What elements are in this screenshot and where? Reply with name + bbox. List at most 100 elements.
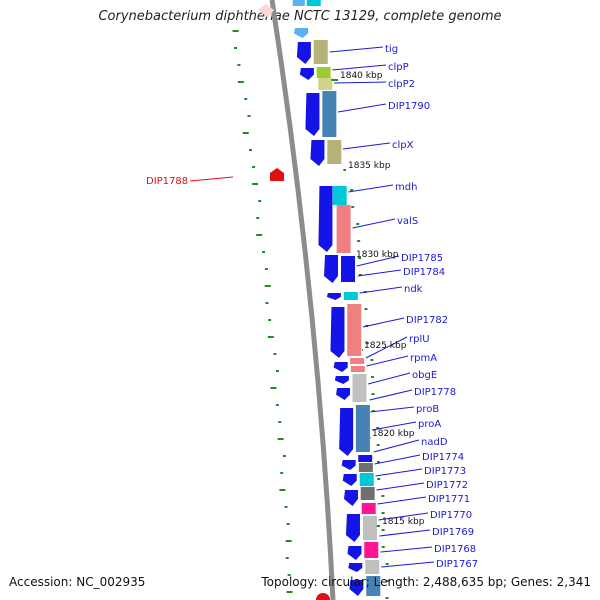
gc-skew-mark <box>258 200 262 202</box>
gc-skew-mark <box>232 30 239 32</box>
gene-label: clpX <box>392 140 414 151</box>
gc-skew-mark <box>365 342 369 344</box>
gc-skew-mark <box>234 47 238 49</box>
gc-skew-mark <box>279 489 286 491</box>
gene-arrow <box>349 580 364 596</box>
gc-skew-mark <box>286 523 290 525</box>
label-leader-line <box>338 103 387 113</box>
gene-arrow <box>330 307 345 358</box>
gene-arrow <box>336 388 351 400</box>
outer-feature: DIP1788 <box>146 168 284 187</box>
gene-arrow <box>318 186 333 252</box>
gene-block <box>361 503 376 514</box>
label-leader-line <box>381 561 435 568</box>
gene-block <box>336 205 351 253</box>
gene-label: DIP1770 <box>430 510 472 521</box>
gene-label: DIP1771 <box>428 494 470 505</box>
gc-skew-mark <box>385 563 389 565</box>
kbp-tick-label: 1825 kbp <box>364 341 407 351</box>
label-leader-line <box>334 81 387 84</box>
outer-feature-leader <box>189 176 234 182</box>
gene-label: DIP1785 <box>401 253 443 264</box>
gene-labels: tig clpP clpP2 DIP1790 clpX mdh valS DIP1785 DIP… <box>385 44 478 570</box>
label-leader-line <box>356 255 400 267</box>
map-title: Corynebacterium diphtheriae NCTC 13129, … <box>98 9 502 24</box>
gc-skew-mark <box>358 274 362 276</box>
gene-block <box>306 0 321 6</box>
label-leader-line <box>378 512 429 521</box>
label-leader-line <box>371 421 417 431</box>
gene-block <box>341 256 356 282</box>
gc-skew-mark <box>381 529 385 531</box>
gene-block <box>347 304 362 356</box>
gc-skew-mark <box>364 308 368 310</box>
gene-label: ndk <box>404 284 423 295</box>
label-leader-line <box>365 336 408 359</box>
gene-label: DIP1790 <box>388 101 430 112</box>
gc-skew-mark <box>356 223 360 225</box>
label-leader-line <box>376 482 425 491</box>
gene-label: DIP1774 <box>422 452 464 463</box>
gene-block <box>358 463 373 472</box>
gc-skew-mark <box>385 597 389 599</box>
gc-skew-mark <box>275 370 279 372</box>
gc-skew-mark <box>270 387 277 389</box>
gc-skew-mark <box>265 302 269 304</box>
label-leader-line <box>375 468 423 477</box>
gc-skew-mark <box>358 257 362 259</box>
kbp-tick-label: 1830 kbp <box>356 250 399 260</box>
kbp-ticks: 1840 kbp 1835 kbp 1830 kbp 1825 kbp 1820 kbp… <box>331 71 425 527</box>
gc-skew-mark <box>275 404 279 406</box>
gene-label: DIP1767 <box>436 559 478 570</box>
gc-skew-mark <box>267 336 274 338</box>
gene-block <box>350 358 365 364</box>
gene-arrow <box>348 563 363 572</box>
gc-skew-mark <box>370 376 374 378</box>
gc-skew-mark <box>252 166 256 168</box>
gene-arrow <box>326 293 341 300</box>
gc-skew-mark <box>350 189 354 191</box>
gc-skew-mark <box>351 206 355 208</box>
gc-skew-mark <box>286 591 293 593</box>
genome-backbone <box>269 0 336 600</box>
gene-arrow <box>344 490 359 506</box>
gene-arrow <box>324 255 339 283</box>
gene-arrow <box>339 408 354 456</box>
gc-skew-mark <box>237 81 244 83</box>
gc-skew-mark <box>237 64 241 66</box>
label-leader-line <box>373 439 420 453</box>
gc-skew-mark <box>242 132 249 134</box>
gc-skew-mark <box>371 410 375 412</box>
gene-arrow <box>345 514 360 542</box>
accession: Accession: NC_002935 <box>9 575 146 589</box>
backbone-line <box>269 0 336 600</box>
gc-skew-mark <box>264 285 271 287</box>
gene-arrow-track <box>292 0 364 596</box>
gc-skew-mark <box>273 353 277 355</box>
gc-skew-mark <box>277 438 284 440</box>
gene-block-track <box>306 0 381 596</box>
gene-label: tig <box>385 44 398 55</box>
gc-skew-mark <box>381 546 385 548</box>
gc-skew-mark <box>376 444 380 446</box>
label-leader-line <box>369 389 413 401</box>
gc-skew-mark <box>376 461 380 463</box>
gene-arrow <box>296 42 311 64</box>
gene-label: valS <box>397 216 418 227</box>
gc-skew-mark <box>280 472 284 474</box>
gc-skew-mark <box>247 115 251 117</box>
gc-skew-mark <box>268 319 272 321</box>
label-leaders <box>329 46 435 568</box>
gc-skew-mark <box>376 427 380 429</box>
gene-arrow <box>292 0 305 6</box>
gene-arrow <box>334 376 349 384</box>
gene-label: DIP1784 <box>403 267 445 278</box>
gene-block <box>350 366 365 372</box>
gene-arrow <box>299 68 314 80</box>
gene-arrow <box>293 28 308 38</box>
gene-arrow <box>305 93 320 136</box>
gene-block <box>355 405 370 452</box>
gene-label: rpmA <box>410 353 437 364</box>
gene-block <box>359 473 374 486</box>
